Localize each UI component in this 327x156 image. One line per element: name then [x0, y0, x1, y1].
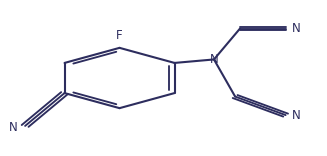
Text: F: F — [116, 29, 123, 42]
Text: N: N — [9, 121, 18, 134]
Text: N: N — [210, 53, 218, 66]
Text: N: N — [291, 22, 300, 35]
Text: N: N — [291, 109, 300, 122]
